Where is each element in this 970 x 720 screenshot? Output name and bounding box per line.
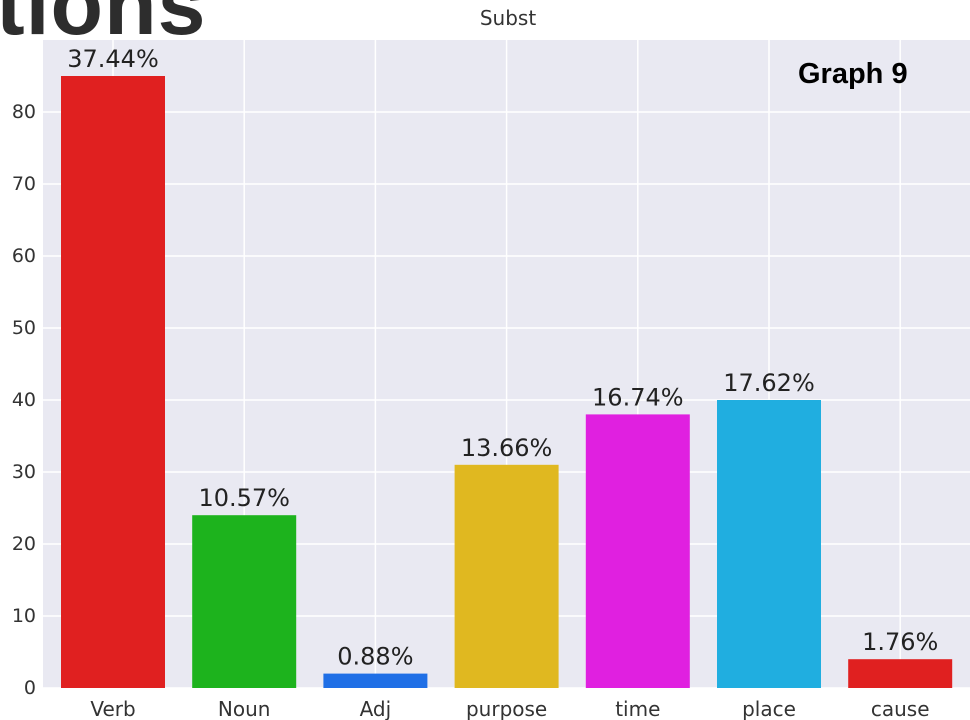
- x-tick-label: cause: [871, 697, 930, 720]
- data-label: 13.66%: [461, 434, 553, 462]
- y-tick-label: 80: [12, 101, 36, 123]
- y-tick-label: 60: [12, 245, 36, 267]
- x-tick-label: purpose: [466, 697, 547, 720]
- y-tick-label: 30: [12, 461, 36, 483]
- x-tick-label: Verb: [90, 697, 135, 720]
- data-label: 17.62%: [723, 369, 815, 397]
- data-label: 37.44%: [67, 45, 159, 73]
- chart-title: Subst: [480, 6, 536, 30]
- x-tick-label: place: [742, 697, 796, 720]
- x-tick-label: time: [615, 697, 660, 720]
- graph-label: Graph 9: [798, 58, 908, 91]
- bar-adj: [323, 674, 427, 688]
- bar-time: [586, 414, 690, 688]
- bar-noun: [192, 515, 296, 688]
- y-tick-label: 50: [12, 317, 36, 339]
- bar-cause: [848, 659, 952, 688]
- data-label: 1.76%: [862, 628, 938, 656]
- y-tick-label: 70: [12, 173, 36, 195]
- bar-verb: [61, 76, 165, 688]
- y-tick-label: 10: [12, 605, 36, 627]
- x-tick-label: Adj: [360, 697, 392, 720]
- data-label: 16.74%: [592, 383, 684, 411]
- x-tick-label: Noun: [218, 697, 271, 720]
- bar-purpose: [455, 465, 559, 688]
- bar-place: [717, 400, 821, 688]
- y-tick-label: 40: [12, 389, 36, 411]
- y-tick-label: 20: [12, 533, 36, 555]
- data-label: 10.57%: [198, 484, 290, 512]
- data-label: 0.88%: [337, 643, 413, 671]
- y-tick-label: 0: [24, 677, 36, 699]
